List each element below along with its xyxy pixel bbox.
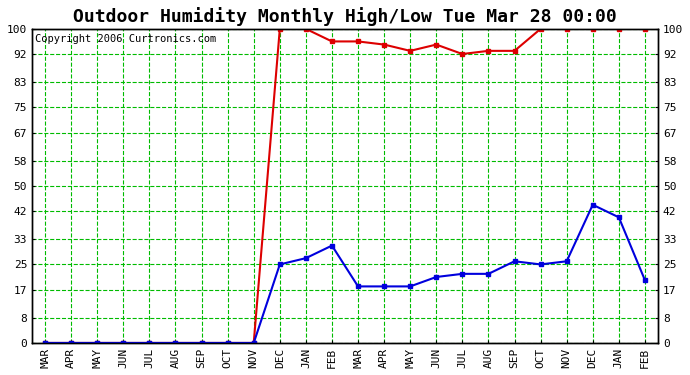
Text: Copyright 2006 Curtronics.com: Copyright 2006 Curtronics.com (35, 34, 217, 44)
Title: Outdoor Humidity Monthly High/Low Tue Mar 28 00:00: Outdoor Humidity Monthly High/Low Tue Ma… (73, 7, 617, 26)
